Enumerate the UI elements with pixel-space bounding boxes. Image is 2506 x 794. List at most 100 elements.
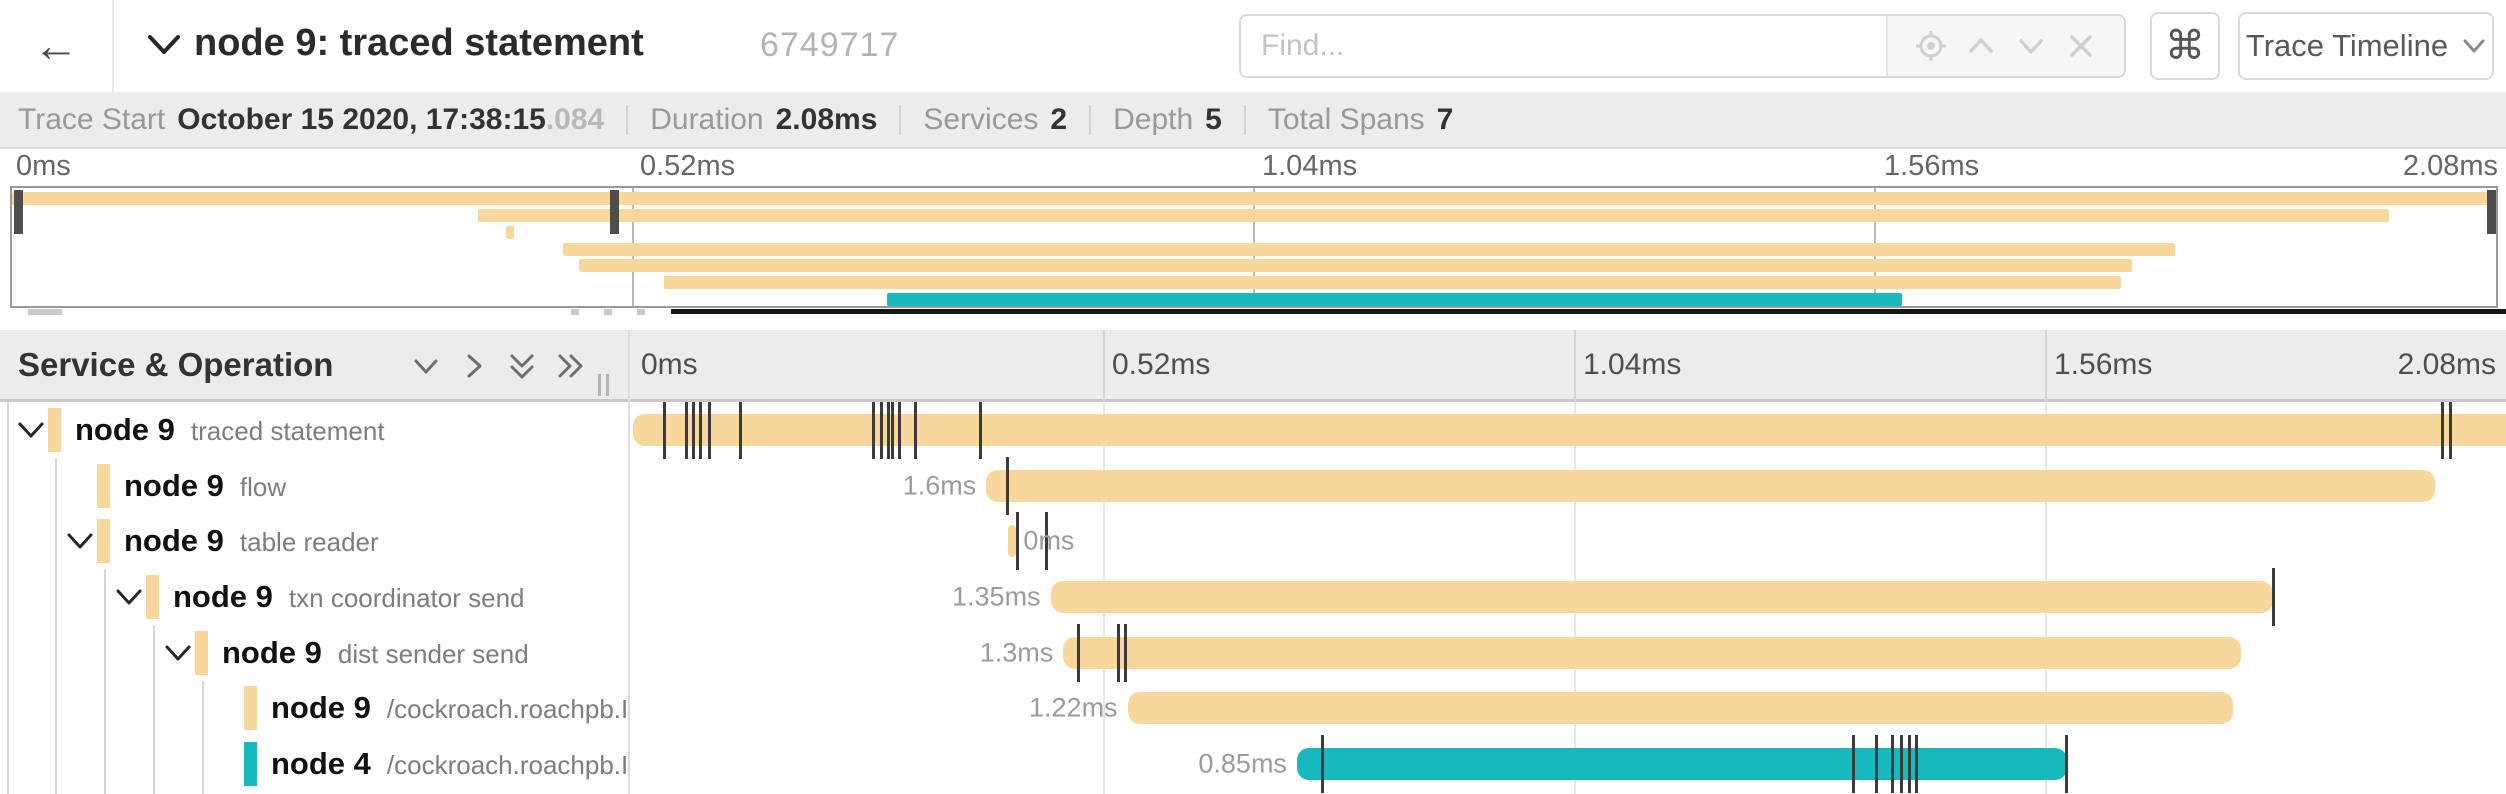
timeline-axis-tick: 2.08ms (2397, 348, 2496, 381)
header-divider (112, 0, 114, 92)
minimap-handle-artifact (571, 309, 579, 315)
chevron-down-icon (2463, 39, 2485, 53)
trace-id: 6749717 (760, 26, 900, 64)
find-bar (1239, 14, 2126, 78)
collapse-all-icon[interactable] (504, 348, 540, 384)
span-timeline-row: 1.35ms (628, 568, 2506, 627)
span-color-indicator (97, 519, 110, 564)
span-duration-bar[interactable] (986, 469, 2436, 502)
summary-separator (899, 104, 902, 135)
span-name: node 9 txn coordinator send (173, 579, 525, 615)
summary-value: 5 (1205, 102, 1222, 136)
keyboard-shortcuts-button[interactable]: ⌘ (2150, 12, 2220, 80)
timeline-axis-tick: 1.04ms (1583, 348, 1682, 381)
span-duration-label: 1.3ms (979, 637, 1054, 668)
back-arrow-icon[interactable]: ← (33, 19, 79, 71)
find-input[interactable] (1241, 16, 1886, 76)
expand-one-icon[interactable] (456, 348, 492, 384)
span-timeline-row (628, 402, 2506, 459)
span-operation-name: /cockroach.roachpb.I… (386, 750, 631, 781)
summary-item: Duration 2.08ms (650, 103, 877, 137)
summary-value: 2 (1050, 102, 1068, 136)
summary-separator (626, 104, 629, 135)
span-duration-bar[interactable] (1127, 692, 2233, 725)
prev-result-icon[interactable] (1964, 29, 1998, 63)
span-duration-label: 0ms (1023, 525, 1075, 556)
span-log-mark (1891, 735, 1895, 794)
minimap-axis-tick: 1.56ms (1884, 150, 1980, 182)
summary-label: Trace Start (18, 102, 166, 136)
span-tree-row[interactable]: node 9/cockroach.roachpb.I… (0, 681, 631, 737)
span-duration-label: 1.6ms (902, 470, 977, 501)
minimap-handle-artifact (637, 309, 645, 315)
span-service-name: node 9 (271, 690, 371, 726)
span-color-indicator (146, 575, 159, 620)
view-selector-label: Trace Timeline (2245, 28, 2449, 63)
minimap-mid-scrubber[interactable] (610, 190, 619, 234)
summary-item: Services 2 (923, 103, 1067, 137)
span-name: node 9 traced statement (75, 412, 385, 448)
summary-item: Trace Start October 15 2020, 17:38:15.084 (18, 103, 604, 137)
expand-all-icon[interactable] (552, 348, 588, 384)
span-tree-row[interactable]: node 9 txn coordinator send (0, 569, 628, 625)
span-log-mark (1852, 735, 1856, 794)
span-tree-row[interactable]: node 9 flow (0, 458, 628, 514)
span-timeline-row: 1.22ms (628, 681, 2506, 737)
summary-label: Depth (1113, 102, 1194, 136)
span-name: node 4/cockroach.roachpb.I… (271, 746, 631, 782)
span-log-mark (2065, 735, 2069, 794)
span-expander-chevron-icon[interactable] (16, 420, 46, 440)
span-duration-bar[interactable] (1050, 581, 2274, 614)
timeline-axis-tick: 0.52ms (1112, 348, 1211, 381)
tree-indent-guide (153, 624, 155, 794)
next-result-icon[interactable] (2014, 29, 2048, 63)
span-tree-row[interactable]: node 9 dist sender send (0, 625, 628, 681)
span-duration-bar[interactable] (633, 413, 2506, 446)
span-log-mark (1899, 735, 1903, 794)
span-timeline-row: 0ms (628, 512, 2506, 571)
minimap-right-scrubber[interactable] (2487, 190, 2496, 234)
span-expander-chevron-icon[interactable] (163, 643, 193, 663)
minimap-handle-artifact (28, 309, 62, 315)
minimap-scrollbar[interactable] (671, 309, 2506, 314)
span-timeline-row: 0.85ms (628, 735, 2506, 794)
span-log-mark (692, 402, 696, 459)
trace-collapse-chevron-icon[interactable] (146, 32, 182, 58)
span-service-name: node 4 (271, 746, 371, 782)
span-service-name: node 9 (124, 523, 224, 559)
minimap-left-scrubber[interactable] (14, 190, 23, 234)
minimap-span-bar (579, 259, 2132, 273)
span-log-mark (2449, 402, 2453, 459)
span-duration-bar[interactable] (1063, 636, 2241, 669)
span-duration-bar[interactable] (1296, 748, 2067, 781)
span-duration-bar[interactable] (1007, 525, 1016, 558)
minimap-axis-tick: 2.08ms (2402, 150, 2498, 182)
span-log-mark (897, 402, 901, 459)
minimap-axis-tick: 1.04ms (1262, 150, 1358, 182)
span-color-indicator (195, 630, 208, 675)
span-color-indicator (97, 463, 110, 508)
span-log-mark (1875, 735, 1879, 794)
span-tree-row[interactable]: node 9 table reader (0, 513, 628, 569)
clear-find-icon[interactable] (2064, 29, 2098, 63)
view-selector-button[interactable]: Trace Timeline (2238, 12, 2494, 80)
timeline-header-gridline (2045, 330, 2047, 402)
expand-collapse-controls (408, 348, 588, 384)
span-expander-chevron-icon[interactable] (65, 531, 95, 551)
minimap[interactable] (10, 186, 2498, 308)
summary-separator (1089, 104, 1092, 135)
column-resizer-grip[interactable] (598, 374, 609, 396)
span-tree-row[interactable]: node 9 traced statement (0, 402, 628, 458)
collapse-one-icon[interactable] (408, 348, 444, 384)
span-expander-chevron-icon[interactable] (114, 587, 144, 607)
minimap-span-bar (477, 208, 2389, 222)
locate-icon[interactable] (1914, 29, 1948, 63)
span-log-mark (1015, 512, 1019, 571)
page-title: node 9: traced statement (194, 22, 644, 64)
minimap-handle-artifact (604, 309, 612, 315)
span-tree-row[interactable]: node 4/cockroach.roachpb.I… (0, 736, 631, 792)
span-service-name: node 9 (75, 411, 175, 447)
span-operation-name: table reader (239, 527, 379, 558)
span-service-name: node 9 (222, 634, 322, 670)
top-header: ← node 9: traced statement 6749717 (0, 0, 2506, 92)
